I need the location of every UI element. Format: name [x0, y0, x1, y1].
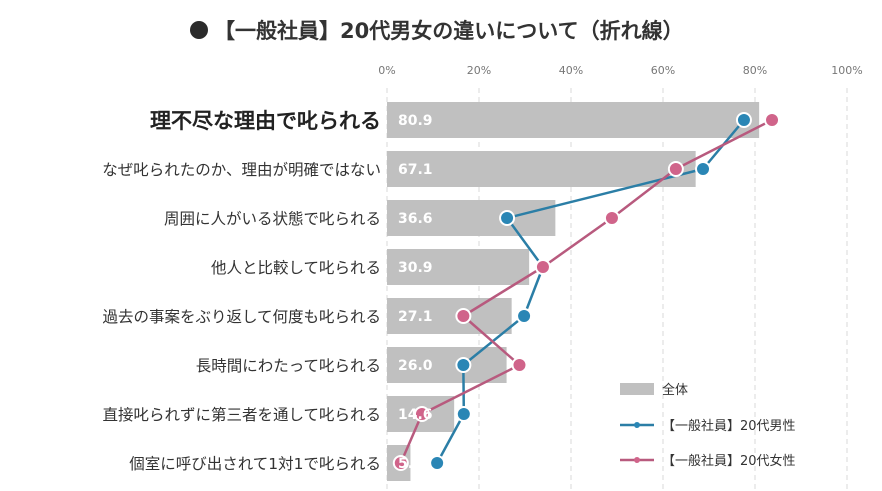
bar: [387, 347, 507, 383]
point-female: [603, 210, 620, 226]
bar-value-labels: 80.9 67.1 36.6 30.9 27.1 26.0 14.6 5.1: [398, 113, 433, 472]
point-female: [534, 259, 551, 275]
category-label: 過去の事案をぶり返して何度も叱られる: [102, 308, 381, 326]
line-series: [392, 112, 781, 471]
x-tick-label: 40%: [559, 64, 583, 77]
x-axis-ticks: 0% 20% 40% 60% 80% 100%: [378, 64, 862, 77]
category-label: 個室に呼び出されて1対1で叱られる: [129, 455, 381, 473]
point-male: [735, 112, 752, 128]
bar-value-label: 80.9: [398, 113, 433, 129]
x-tick-label: 80%: [743, 64, 767, 77]
category-label: 周囲に人がいる状態で叱られる: [164, 210, 381, 228]
x-tick-label: 0%: [378, 64, 395, 77]
category-label: 他人と比較して叱られる: [211, 259, 381, 277]
chart-title: 【一般社員】20代男女の違いについて（折れ線）: [190, 19, 684, 43]
bars: [387, 102, 760, 481]
legend-label-overall: 全体: [662, 382, 688, 398]
point-female: [764, 112, 781, 128]
point-female: [392, 455, 409, 471]
bar-value-label: 67.1: [398, 162, 433, 178]
bar-value-label: 27.1: [398, 309, 433, 325]
legend-label-female: 【一般社員】20代女性: [662, 453, 796, 469]
x-tick-label: 20%: [467, 64, 491, 77]
point-female: [455, 308, 472, 324]
bar-value-label: 14.6: [398, 407, 433, 423]
point-female: [667, 161, 684, 177]
bar: [387, 249, 530, 285]
point-male: [455, 406, 472, 422]
bar: [387, 298, 512, 334]
category-label: なぜ叱られたのか、理由が明確ではない: [102, 161, 381, 179]
legend-label-male: 【一般社員】20代男性: [662, 418, 796, 434]
x-tick-label: 60%: [651, 64, 675, 77]
point-male: [455, 357, 472, 373]
point-female: [511, 357, 528, 373]
point-male: [429, 455, 446, 471]
category-label: 直接叱られずに第三者を通して叱られる: [102, 406, 381, 424]
point-male: [516, 308, 533, 324]
bar: [387, 151, 696, 187]
point-female: [413, 406, 430, 422]
legend-marker-male: [634, 422, 640, 428]
point-male: [695, 161, 712, 177]
line-female: [399, 118, 773, 464]
legend: 全体 【一般社員】20代男性 【一般社員】20代女性: [620, 382, 796, 469]
bar: [387, 200, 556, 236]
x-tick-label: 100%: [831, 64, 862, 77]
category-label: 理不尽な理由で叱られる: [150, 109, 381, 133]
category-labels: 理不尽な理由で叱られるなぜ叱られたのか、理由が明確ではない周囲に人がいる状態で叱…: [102, 109, 381, 473]
bar-value-label: 26.0: [398, 358, 433, 374]
title-text: 【一般社員】20代男女の違いについて（折れ線）: [214, 19, 684, 43]
point-male: [499, 210, 516, 226]
legend-swatch-overall: [620, 383, 654, 395]
category-label: 長時間にわたって叱られる: [196, 357, 381, 375]
bar-value-label: 30.9: [398, 260, 433, 276]
bar-value-label: 5.1: [398, 456, 423, 472]
bar: [387, 102, 760, 138]
title-bullet-icon: [190, 21, 208, 39]
bar-value-label: 36.6: [398, 211, 433, 227]
line-male: [436, 119, 745, 464]
legend-marker-female: [634, 457, 640, 463]
